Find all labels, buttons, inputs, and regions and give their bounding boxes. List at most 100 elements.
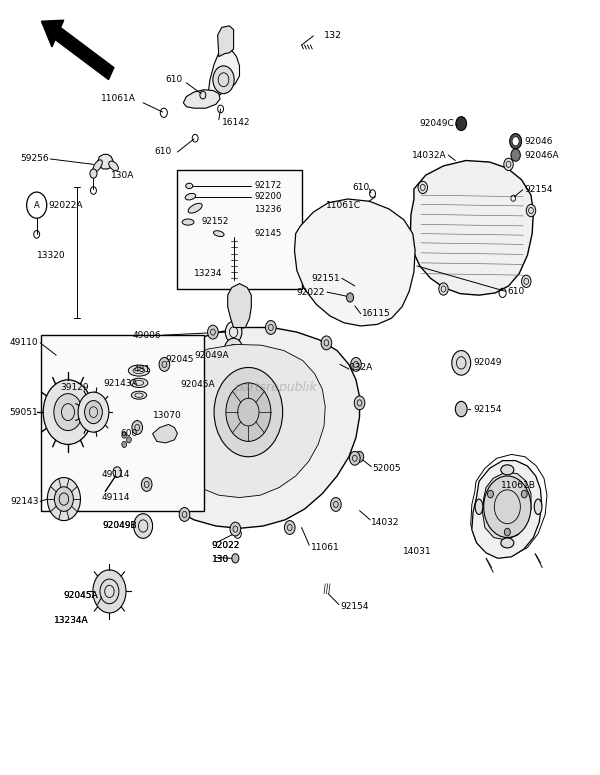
Ellipse shape: [182, 219, 194, 226]
Text: 49006: 49006: [132, 331, 161, 339]
Text: 92154: 92154: [524, 185, 553, 195]
Circle shape: [355, 451, 364, 462]
Circle shape: [159, 357, 170, 371]
Text: 13234A: 13234A: [54, 616, 89, 625]
Circle shape: [354, 396, 365, 410]
Circle shape: [90, 169, 97, 178]
Text: 11061B: 11061B: [502, 481, 536, 491]
Text: 52005: 52005: [373, 463, 401, 473]
Circle shape: [230, 522, 241, 536]
Circle shape: [350, 357, 361, 371]
Bar: [41, 335, 204, 511]
Text: 130: 130: [212, 555, 229, 563]
Text: A: A: [34, 201, 40, 210]
Circle shape: [179, 508, 190, 522]
Text: 11061A: 11061A: [101, 95, 136, 103]
Text: 92022A: 92022A: [49, 201, 83, 210]
Text: 39129: 39129: [60, 383, 89, 392]
Text: 92045: 92045: [166, 354, 194, 363]
Circle shape: [487, 491, 493, 498]
Circle shape: [47, 477, 80, 521]
Text: 92172: 92172: [254, 181, 281, 190]
Ellipse shape: [185, 183, 193, 188]
Text: 92143A: 92143A: [104, 379, 138, 388]
Ellipse shape: [188, 203, 202, 213]
Text: 92200: 92200: [254, 192, 281, 202]
Ellipse shape: [534, 499, 542, 515]
Circle shape: [113, 467, 121, 477]
Circle shape: [127, 437, 131, 443]
Text: 92154: 92154: [473, 405, 502, 414]
Ellipse shape: [185, 194, 196, 200]
Circle shape: [439, 283, 448, 295]
Circle shape: [132, 421, 143, 435]
Text: 92045A: 92045A: [63, 591, 98, 600]
Circle shape: [232, 553, 239, 563]
Circle shape: [521, 275, 531, 288]
Text: 610: 610: [508, 287, 524, 296]
Circle shape: [214, 367, 283, 456]
Polygon shape: [482, 472, 531, 540]
Text: 11061: 11061: [310, 543, 339, 552]
Circle shape: [512, 136, 519, 146]
Circle shape: [321, 336, 332, 350]
Circle shape: [217, 370, 232, 390]
FancyArrow shape: [41, 20, 114, 80]
Text: 59051: 59051: [10, 408, 38, 417]
Text: 92022: 92022: [212, 541, 240, 549]
Text: 14032: 14032: [371, 518, 400, 527]
Text: 49110: 49110: [10, 339, 38, 347]
Circle shape: [504, 158, 513, 170]
Circle shape: [134, 514, 152, 539]
Ellipse shape: [501, 465, 514, 475]
Circle shape: [224, 338, 243, 363]
Circle shape: [521, 491, 527, 498]
Text: 49114: 49114: [102, 493, 130, 502]
Text: 130: 130: [212, 555, 229, 563]
Polygon shape: [410, 160, 533, 295]
Text: 481: 481: [133, 364, 150, 374]
Text: 92022: 92022: [212, 541, 240, 549]
Ellipse shape: [128, 365, 149, 376]
Polygon shape: [158, 344, 325, 498]
Text: 92152: 92152: [201, 217, 229, 226]
Text: 14031: 14031: [403, 547, 432, 556]
Polygon shape: [207, 49, 239, 103]
Text: 14032A: 14032A: [412, 150, 446, 160]
Text: 600: 600: [120, 429, 137, 438]
Text: 92046A: 92046A: [524, 150, 559, 160]
Text: 13234: 13234: [194, 269, 223, 278]
Circle shape: [208, 326, 218, 339]
Text: 92151: 92151: [311, 274, 340, 283]
Text: 92049: 92049: [473, 358, 502, 367]
Text: 59256: 59256: [20, 154, 49, 164]
Text: 610: 610: [165, 75, 182, 84]
Polygon shape: [218, 26, 233, 57]
Circle shape: [484, 476, 531, 538]
Circle shape: [456, 117, 467, 130]
Text: 132: 132: [324, 31, 342, 40]
Circle shape: [526, 205, 536, 217]
Text: 610: 610: [154, 146, 172, 156]
Circle shape: [266, 321, 276, 334]
Polygon shape: [152, 425, 178, 443]
Text: 92045A: 92045A: [181, 380, 215, 389]
Circle shape: [142, 477, 152, 491]
Text: 13320: 13320: [37, 250, 65, 260]
Text: 132A: 132A: [350, 363, 373, 372]
Ellipse shape: [109, 161, 118, 170]
Circle shape: [418, 181, 428, 194]
Text: 92049C: 92049C: [419, 119, 454, 128]
Text: 11061C: 11061C: [326, 202, 361, 210]
Circle shape: [284, 521, 295, 535]
Text: 92145: 92145: [254, 229, 281, 238]
Text: 610: 610: [352, 183, 370, 192]
Text: 92046: 92046: [524, 136, 553, 146]
Ellipse shape: [475, 499, 483, 515]
Circle shape: [331, 498, 341, 512]
Circle shape: [122, 441, 127, 447]
Text: 92049A: 92049A: [194, 350, 229, 360]
Text: 92045A: 92045A: [63, 591, 98, 600]
Polygon shape: [227, 284, 251, 328]
Text: 92022: 92022: [297, 288, 325, 297]
